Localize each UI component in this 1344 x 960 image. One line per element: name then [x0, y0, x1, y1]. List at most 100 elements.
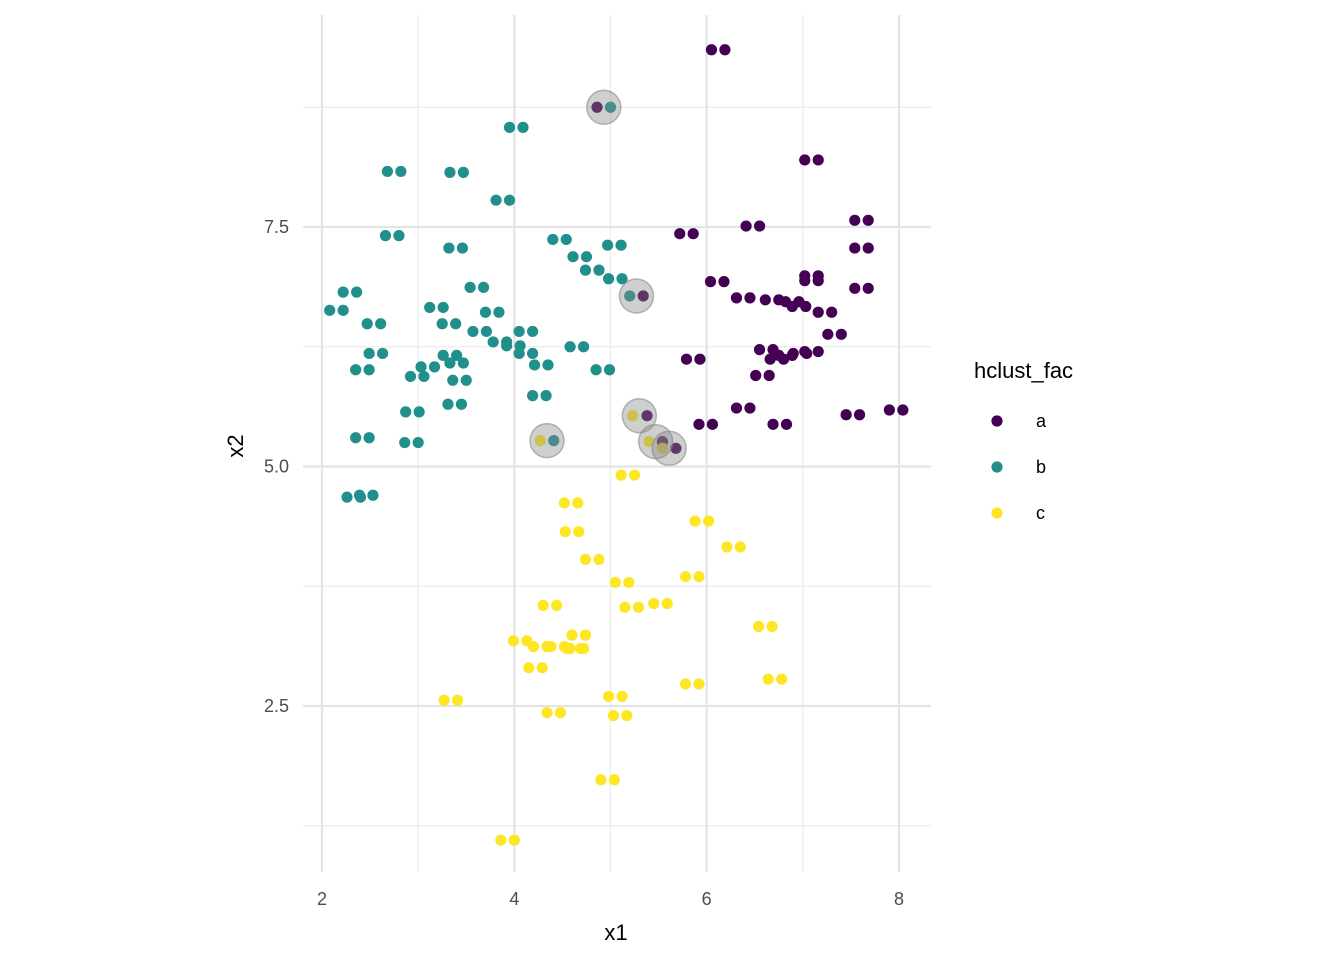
point-b [399, 436, 411, 449]
point-c [572, 497, 584, 509]
point-b [400, 406, 412, 418]
point-c [648, 597, 660, 610]
point-b [579, 264, 592, 276]
point-b [450, 318, 462, 330]
point-a [744, 292, 756, 304]
point-a [897, 404, 909, 416]
point-b [415, 361, 427, 373]
point-c [559, 526, 571, 538]
point-c [628, 469, 641, 481]
point-b [513, 347, 525, 360]
point-a [862, 242, 874, 254]
point-c [495, 834, 507, 846]
point-b [437, 301, 449, 314]
legend-title: hclust_fac [974, 358, 1073, 383]
point-a [800, 300, 812, 313]
point-a [740, 220, 752, 232]
point-b [351, 286, 363, 298]
highlight-circle [651, 430, 687, 467]
point-a [730, 292, 743, 304]
point-a [812, 154, 824, 166]
point-b [337, 286, 349, 298]
point-c [593, 553, 605, 566]
point-a [812, 306, 824, 318]
point-c [689, 515, 701, 527]
point-b [460, 374, 472, 386]
point-b [513, 325, 525, 338]
point-a [637, 290, 649, 302]
point-b [363, 347, 375, 360]
point-b [527, 325, 539, 338]
grid-lines [303, 15, 931, 872]
point-c [661, 597, 673, 610]
point-c [595, 774, 607, 786]
point-b [404, 370, 417, 383]
point-b [456, 242, 469, 254]
point-a [719, 44, 731, 56]
point-c [621, 709, 633, 722]
point-b [443, 242, 455, 254]
point-a [862, 214, 874, 226]
point-c [627, 410, 639, 422]
point-b [480, 325, 493, 338]
point-a [799, 275, 811, 287]
point-c [693, 571, 705, 583]
point-b [437, 349, 449, 361]
point-a [883, 404, 895, 416]
point-b [602, 273, 615, 285]
legend-label-c: c [1036, 503, 1045, 523]
point-a [812, 275, 824, 287]
point-a [641, 410, 653, 422]
point-a [835, 328, 847, 340]
point-c [643, 435, 655, 448]
point-b [527, 347, 539, 360]
point-c [577, 642, 590, 655]
point-c [619, 601, 631, 613]
point-b [624, 290, 636, 302]
point-b [615, 239, 627, 251]
x-tick-label: 2 [317, 889, 327, 909]
point-b [444, 166, 456, 178]
point-b [464, 281, 476, 293]
highlight-circle [621, 397, 658, 434]
point-b [353, 489, 366, 501]
point-b [567, 251, 579, 263]
point-c [566, 629, 578, 641]
highlight-circle [586, 89, 622, 125]
point-c [451, 694, 464, 706]
point-a [750, 369, 762, 382]
point-b [593, 264, 605, 276]
point-a [591, 101, 603, 113]
point-b [501, 340, 513, 352]
point-c [702, 515, 715, 527]
point-a [704, 276, 717, 288]
point-a [799, 154, 811, 166]
point-a [753, 344, 766, 356]
y-tick-label: 2.5 [264, 696, 289, 716]
point-b [363, 432, 375, 444]
point-a [853, 409, 866, 421]
data-points [324, 44, 909, 846]
point-b [604, 101, 617, 113]
point-b [395, 165, 407, 178]
point-c [762, 673, 774, 685]
point-c [766, 620, 778, 633]
point-c [608, 774, 620, 786]
x-tick-label: 4 [509, 889, 519, 909]
point-c [551, 599, 563, 612]
point-b [564, 341, 576, 353]
y-axis-title: x2 [223, 434, 248, 457]
point-c [438, 694, 450, 706]
point-b [542, 359, 554, 371]
point-c [579, 629, 592, 641]
y-tick-label: 7.5 [264, 217, 289, 237]
point-a [730, 402, 743, 414]
point-b [413, 406, 425, 418]
point-c [623, 576, 635, 589]
point-c [693, 678, 705, 690]
point-c [537, 599, 549, 612]
point-b [517, 121, 529, 133]
point-b [580, 251, 593, 263]
point-a [674, 228, 686, 240]
